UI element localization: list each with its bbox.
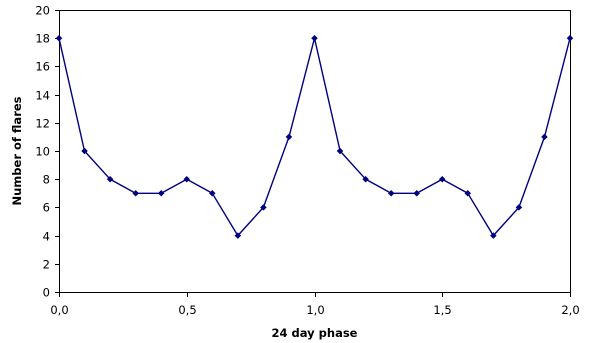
- data-point: [362, 175, 369, 183]
- data-point: [260, 204, 267, 211]
- data-point: [515, 204, 523, 211]
- x-tick-label: 0,0: [50, 303, 68, 317]
- x-axis-title: 24 day phase: [272, 326, 358, 340]
- y-tick-label: 20: [35, 4, 50, 18]
- x-tick-label: 1,0: [306, 303, 324, 317]
- y-tick-label: 6: [43, 201, 50, 215]
- y-tick-label: 12: [35, 117, 50, 131]
- data-point: [336, 147, 344, 155]
- x-tick-label: 0,5: [178, 303, 196, 317]
- y-tick-label: 0: [43, 286, 50, 300]
- data-point: [566, 34, 574, 42]
- y-axis-title: Number of flares: [10, 96, 24, 205]
- y-tick-label: 14: [35, 89, 50, 103]
- plot-area: [59, 10, 571, 293]
- x-tick-label: 1,5: [433, 303, 451, 317]
- y-axis-ticks: 0 2 4 6 8 10 12 14 16 18 20: [35, 4, 60, 300]
- data-point: [311, 34, 318, 42]
- y-tick-label: 4: [43, 230, 50, 244]
- data-point: [464, 189, 472, 197]
- data-point: [132, 189, 140, 197]
- data-point: [234, 232, 242, 239]
- y-tick-label: 18: [35, 32, 50, 46]
- data-point: [55, 34, 63, 42]
- data-point: [438, 175, 446, 183]
- data-point: [183, 175, 191, 183]
- y-tick-label: 10: [35, 145, 50, 159]
- series-layer: [55, 34, 574, 239]
- data-point: [387, 189, 395, 197]
- data-point: [106, 175, 114, 183]
- y-tick-label: 2: [43, 258, 50, 272]
- x-axis-ticks: 0,0 0,5 1,0 1,5 2,0: [50, 292, 580, 317]
- data-point: [285, 133, 293, 141]
- data-point: [81, 147, 88, 155]
- y-tick-label: 16: [35, 60, 50, 74]
- y-tick-label: 8: [43, 173, 50, 187]
- data-point: [541, 133, 548, 141]
- data-point: [157, 189, 165, 197]
- data-point: [208, 189, 216, 197]
- data-point: [489, 232, 497, 239]
- x-tick-label: 2,0: [561, 303, 579, 317]
- data-point: [413, 189, 421, 197]
